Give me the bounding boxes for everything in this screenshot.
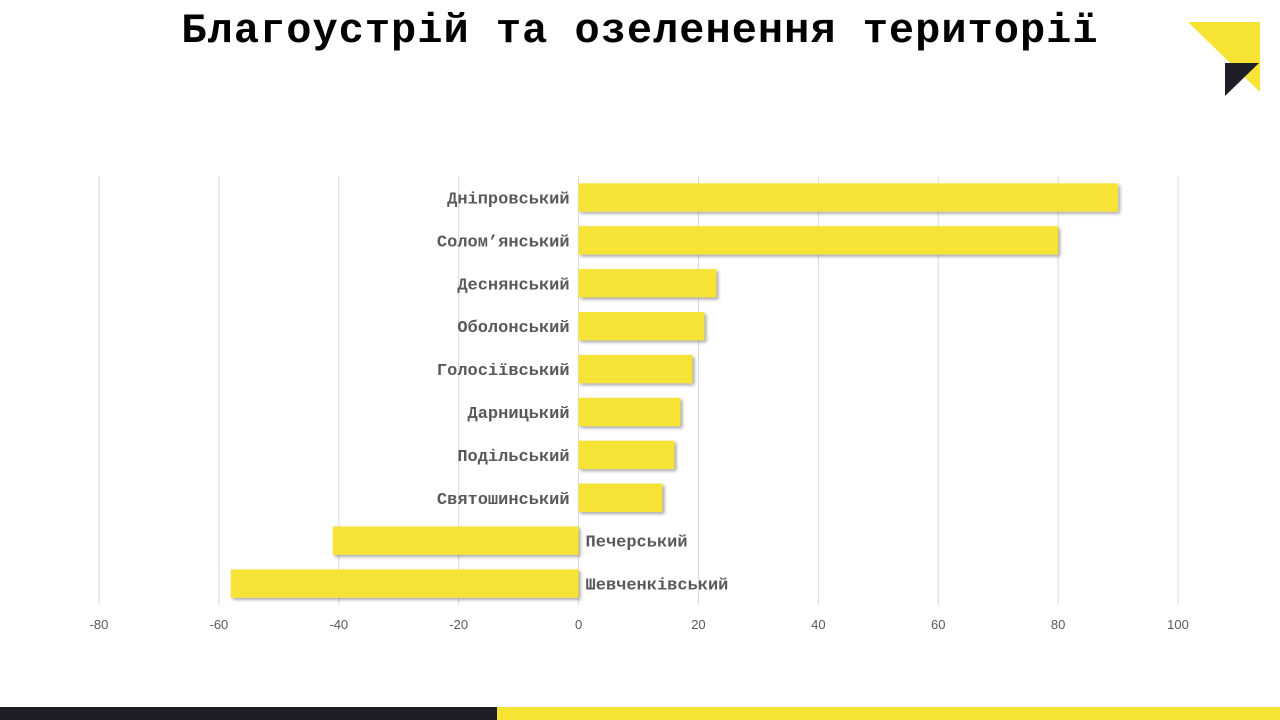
x-tick-label: 100 bbox=[1167, 617, 1189, 632]
x-tick-label: 0 bbox=[575, 617, 582, 632]
footer-bar-yellow bbox=[497, 707, 1280, 720]
bar bbox=[578, 397, 681, 427]
bars bbox=[230, 183, 1119, 598]
bar bbox=[578, 354, 693, 384]
bar bbox=[578, 269, 717, 298]
category-label: Подільський bbox=[457, 448, 569, 467]
category-label: Печерський bbox=[586, 534, 688, 553]
x-tick-label: 20 bbox=[691, 617, 705, 632]
bar-chart: Дніпровський Солом’янський Деснянський Обол… bbox=[90, 176, 1189, 632]
x-tick-label: 80 bbox=[1051, 617, 1065, 632]
bar bbox=[230, 569, 579, 598]
x-axis-ticks: -80 -60 -40 -20 0 20 40 60 80 100 bbox=[90, 617, 1189, 632]
category-label: Голосіївський bbox=[437, 362, 570, 381]
footer-bar-dark bbox=[0, 707, 497, 720]
x-tick-label: -20 bbox=[449, 617, 468, 632]
x-tick-label: -40 bbox=[329, 617, 348, 632]
x-tick-label: -80 bbox=[90, 617, 109, 632]
bar bbox=[578, 440, 675, 470]
bar bbox=[578, 483, 663, 512]
bar bbox=[578, 311, 705, 341]
category-labels: Дніпровський Солом’янський Деснянський Обол… bbox=[437, 190, 728, 595]
x-tick-label: -60 bbox=[209, 617, 228, 632]
category-label: Шевченківський bbox=[586, 577, 729, 596]
category-label: Солом’янський bbox=[437, 233, 570, 252]
category-label: Деснянський bbox=[457, 276, 569, 295]
category-label: Оболонський bbox=[457, 319, 569, 338]
bar bbox=[578, 226, 1059, 255]
category-label: Святошинський bbox=[437, 491, 570, 510]
category-label: Дніпровський bbox=[447, 190, 569, 209]
page-title: Благоустрій та озеленення території bbox=[181, 7, 1099, 55]
x-tick-label: 40 bbox=[811, 617, 825, 632]
bar bbox=[578, 183, 1119, 212]
x-tick-label: 60 bbox=[931, 617, 945, 632]
bar bbox=[332, 526, 579, 555]
category-label: Дарницький bbox=[468, 405, 570, 424]
logo-dark-triangle bbox=[1225, 63, 1259, 96]
logo-triangles-icon bbox=[1188, 22, 1260, 96]
